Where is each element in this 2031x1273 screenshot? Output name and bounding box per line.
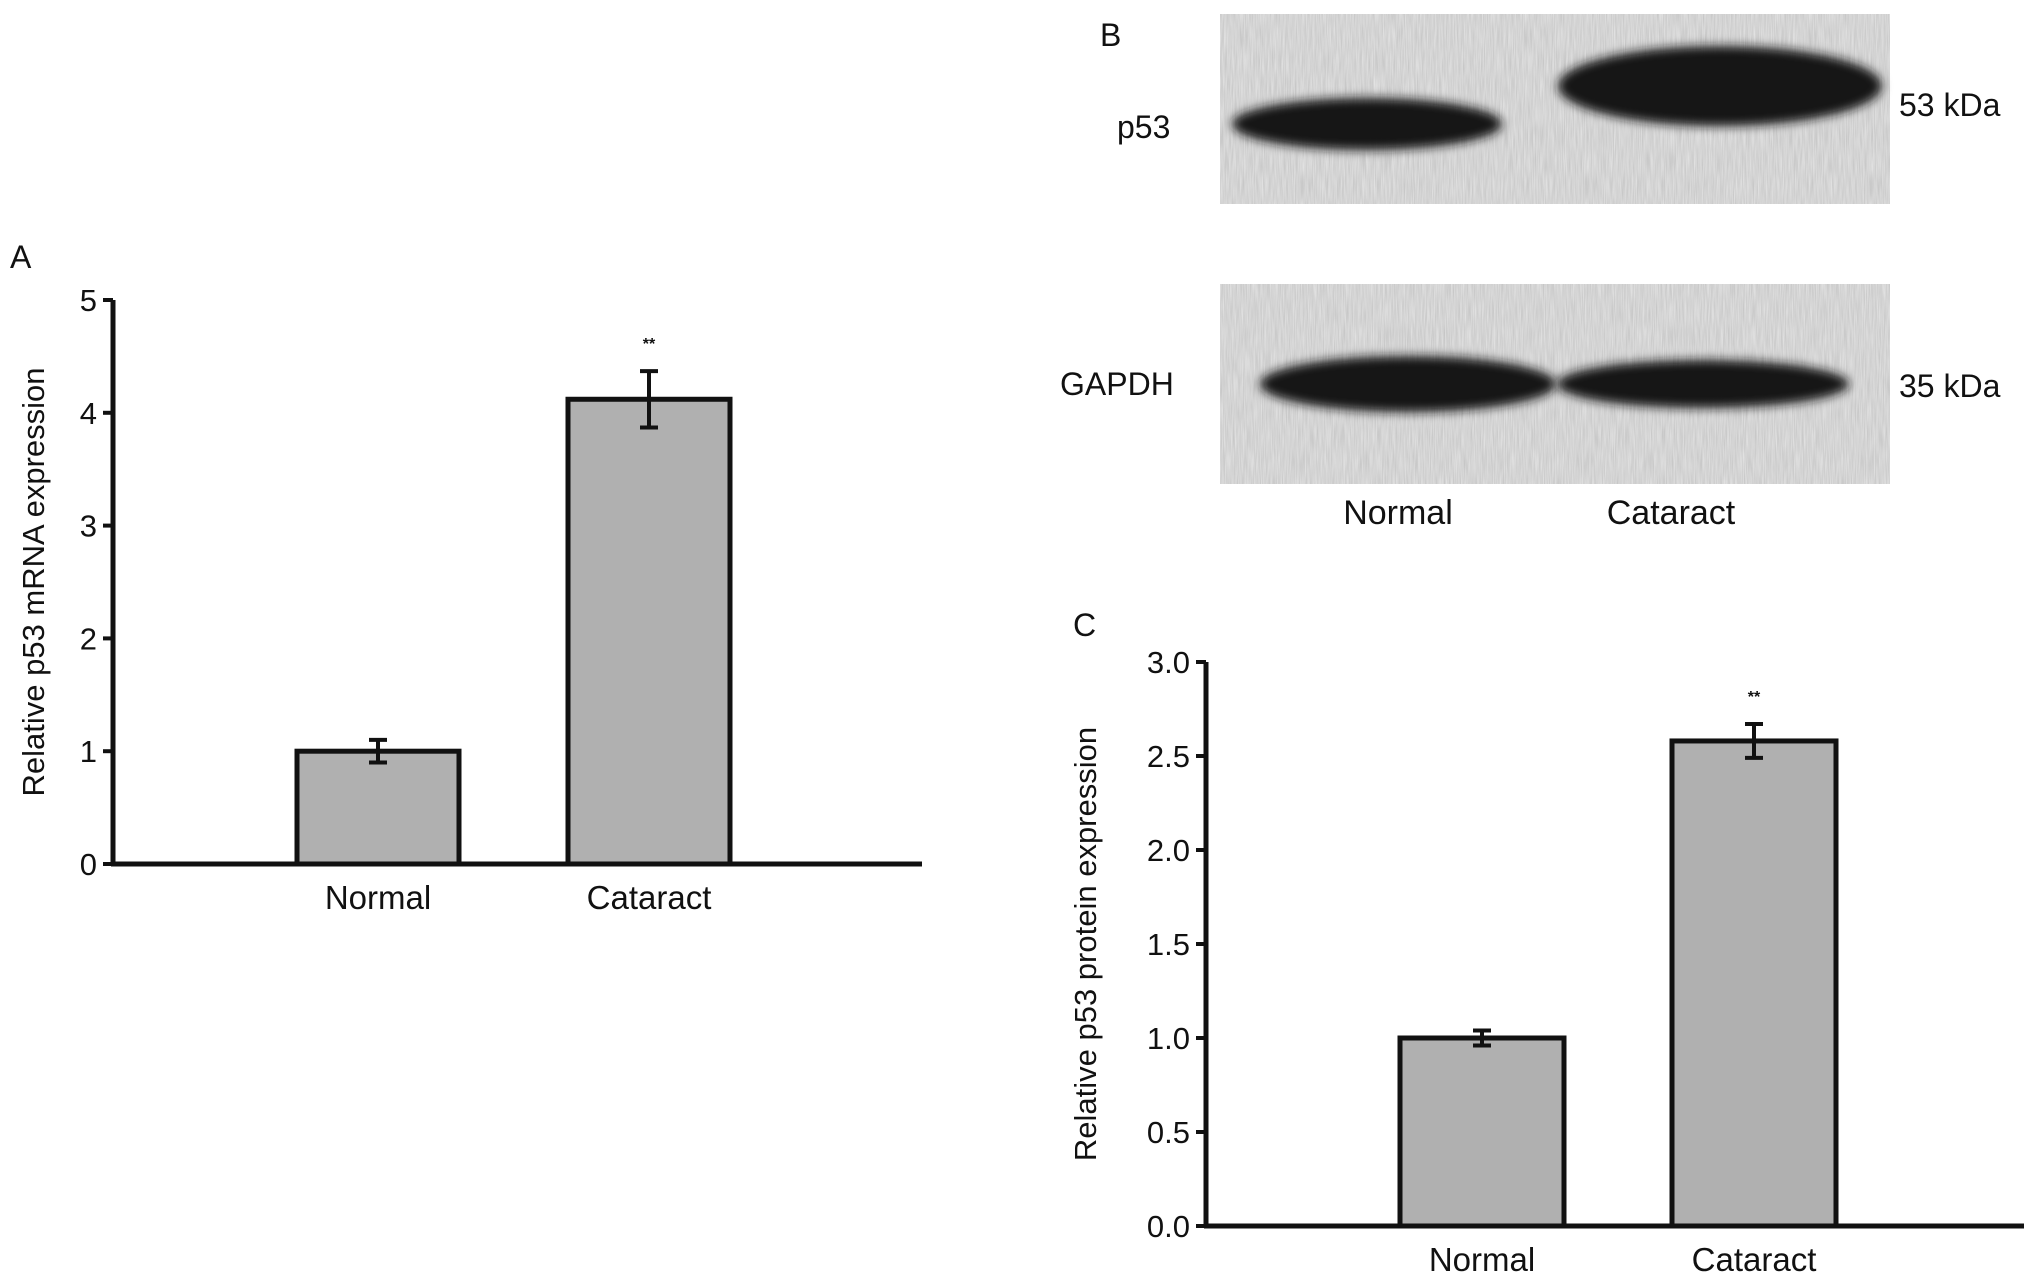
y-tick-label: 5 <box>80 283 97 318</box>
bar <box>294 748 462 867</box>
y-tick-label: 0.5 <box>1147 1115 1190 1150</box>
blot-p53-band-cataract <box>1558 46 1882 126</box>
y-tick-label: 0.0 <box>1147 1209 1190 1244</box>
y-tick-label: 1.5 <box>1147 927 1190 962</box>
blot-lane-normal: Normal <box>1343 494 1453 532</box>
panel-b: B p53 53 kDa GAPDH 35 kDa Normal Catarac… <box>1060 14 2001 532</box>
y-tick-label: 0 <box>80 847 97 882</box>
x-category-label: Normal <box>325 879 431 916</box>
panel-b-letter: B <box>1100 17 1121 53</box>
y-axis-label: Relative p53 protein expression <box>1068 727 1103 1161</box>
y-tick-label: 4 <box>80 396 97 431</box>
y-axis-label: Relative p53 mRNA expression <box>16 367 51 796</box>
panel-a: A 0 1 2 3 4 5 Relative p53 mRNA expression Norm… <box>10 239 922 916</box>
y-tick-label: 2.5 <box>1147 739 1190 774</box>
bar <box>565 396 733 867</box>
blot-gapdh-band-normal <box>1260 356 1556 412</box>
y-tick-label: 2 <box>80 621 97 656</box>
bar <box>1669 738 1839 1229</box>
chart-c: 0.0 0.5 1.0 1.5 2.0 2.5 3.0 Relative p53 protei… <box>1068 645 2024 1273</box>
blot-p53: p53 53 kDa <box>1117 14 2001 204</box>
blot-gapdh-size: 35 kDa <box>1899 368 2001 404</box>
x-category-label: Cataract <box>1692 1241 1817 1273</box>
y-tick-label: 3 <box>80 509 97 544</box>
panel-c: C 0.0 0.5 1.0 1.5 2.0 2.5 3.0 Relative p53 prot… <box>1068 607 2024 1273</box>
significance-marker: ** <box>643 336 656 353</box>
blot-p53-band-normal <box>1232 98 1502 150</box>
blot-gapdh: GAPDH 35 kDa <box>1060 284 2001 484</box>
x-category-label: Normal <box>1429 1241 1535 1273</box>
panel-c-letter: C <box>1073 607 1096 643</box>
y-tick-label: 1 <box>80 734 97 769</box>
blot-p53-label: p53 <box>1117 109 1170 145</box>
chart-a: 0 1 2 3 4 5 Relative p53 mRNA expression Normal… <box>16 283 922 916</box>
panel-a-letter: A <box>10 239 32 275</box>
blot-gapdh-label: GAPDH <box>1060 366 1174 402</box>
blot-gapdh-band-cataract <box>1557 360 1849 408</box>
bar <box>1397 1035 1567 1229</box>
blot-lane-cataract: Cataract <box>1607 494 1736 532</box>
significance-marker: ** <box>1748 689 1761 706</box>
y-tick-label: 2.0 <box>1147 833 1190 868</box>
y-tick-label: 1.0 <box>1147 1021 1190 1056</box>
blot-p53-size: 53 kDa <box>1899 87 2001 123</box>
x-category-label: Cataract <box>587 879 712 916</box>
y-tick-label: 3.0 <box>1147 645 1190 680</box>
